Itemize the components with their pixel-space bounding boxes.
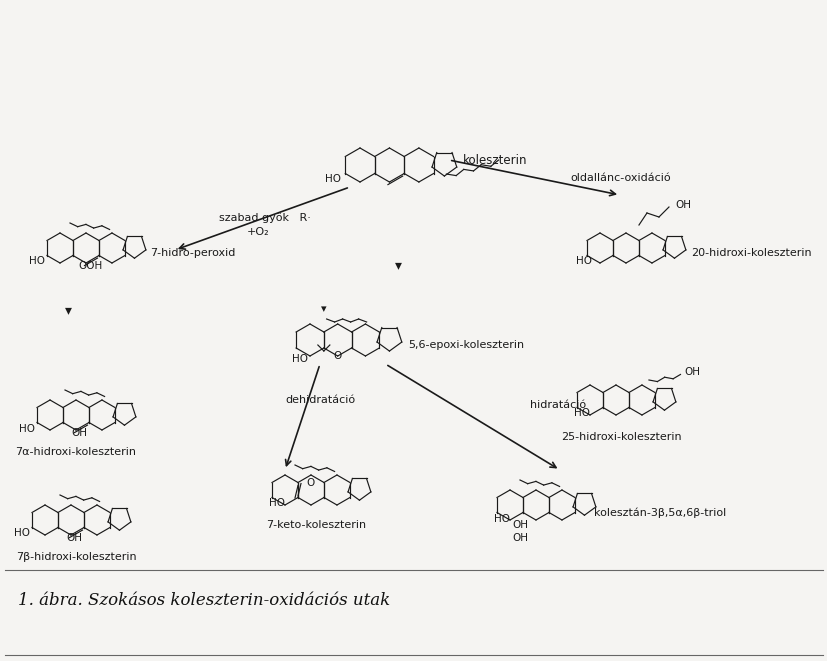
Text: HO: HO: [269, 498, 285, 508]
Text: 7-hidro-peroxid: 7-hidro-peroxid: [150, 248, 235, 258]
Text: HO: HO: [292, 354, 308, 364]
Text: OOH: OOH: [79, 261, 103, 271]
Text: 20-hidroxi-koleszterin: 20-hidroxi-koleszterin: [690, 248, 810, 258]
Text: kolesztán-3β,5α,6β-triol: kolesztán-3β,5α,6β-triol: [593, 508, 725, 518]
Text: koleszterin: koleszterin: [462, 153, 527, 167]
Text: HO: HO: [576, 256, 592, 266]
Text: OH: OH: [71, 428, 87, 438]
Text: +O₂: +O₂: [246, 227, 269, 237]
Text: OH: OH: [674, 200, 691, 210]
Text: ▾: ▾: [321, 304, 327, 314]
Text: OH: OH: [66, 533, 82, 543]
Text: ▾: ▾: [394, 258, 401, 272]
Text: O: O: [333, 351, 342, 361]
Text: HO: HO: [494, 514, 510, 524]
Text: HO: HO: [29, 256, 45, 266]
Text: szabad gyök   R·: szabad gyök R·: [219, 213, 311, 223]
Text: HO: HO: [574, 408, 590, 418]
Text: OH: OH: [512, 520, 528, 530]
Text: 7-keto-koleszterin: 7-keto-koleszterin: [265, 520, 366, 530]
Text: HO: HO: [325, 175, 341, 184]
Text: hidratáció: hidratáció: [529, 400, 586, 410]
Text: HO: HO: [19, 424, 35, 434]
Text: O: O: [306, 479, 314, 488]
Text: 7α-hidroxi-koleszterin: 7α-hidroxi-koleszterin: [16, 447, 136, 457]
Text: OH: OH: [683, 367, 699, 377]
Text: 7β-hidroxi-koleszterin: 7β-hidroxi-koleszterin: [16, 552, 136, 562]
Text: ▾: ▾: [65, 303, 71, 317]
Text: 5,6-epoxi-koleszterin: 5,6-epoxi-koleszterin: [408, 340, 524, 350]
Text: 1. ábra. Szokásos koleszterin-oxidációs utak: 1. ábra. Szokásos koleszterin-oxidációs …: [18, 592, 390, 609]
Text: oldallánc-oxidáció: oldallánc-oxidáció: [569, 173, 670, 183]
Text: OH: OH: [512, 533, 528, 543]
Text: dehidratáció: dehidratáció: [284, 395, 355, 405]
Text: HO: HO: [14, 529, 30, 539]
Text: 25-hidroxi-koleszterin: 25-hidroxi-koleszterin: [560, 432, 681, 442]
